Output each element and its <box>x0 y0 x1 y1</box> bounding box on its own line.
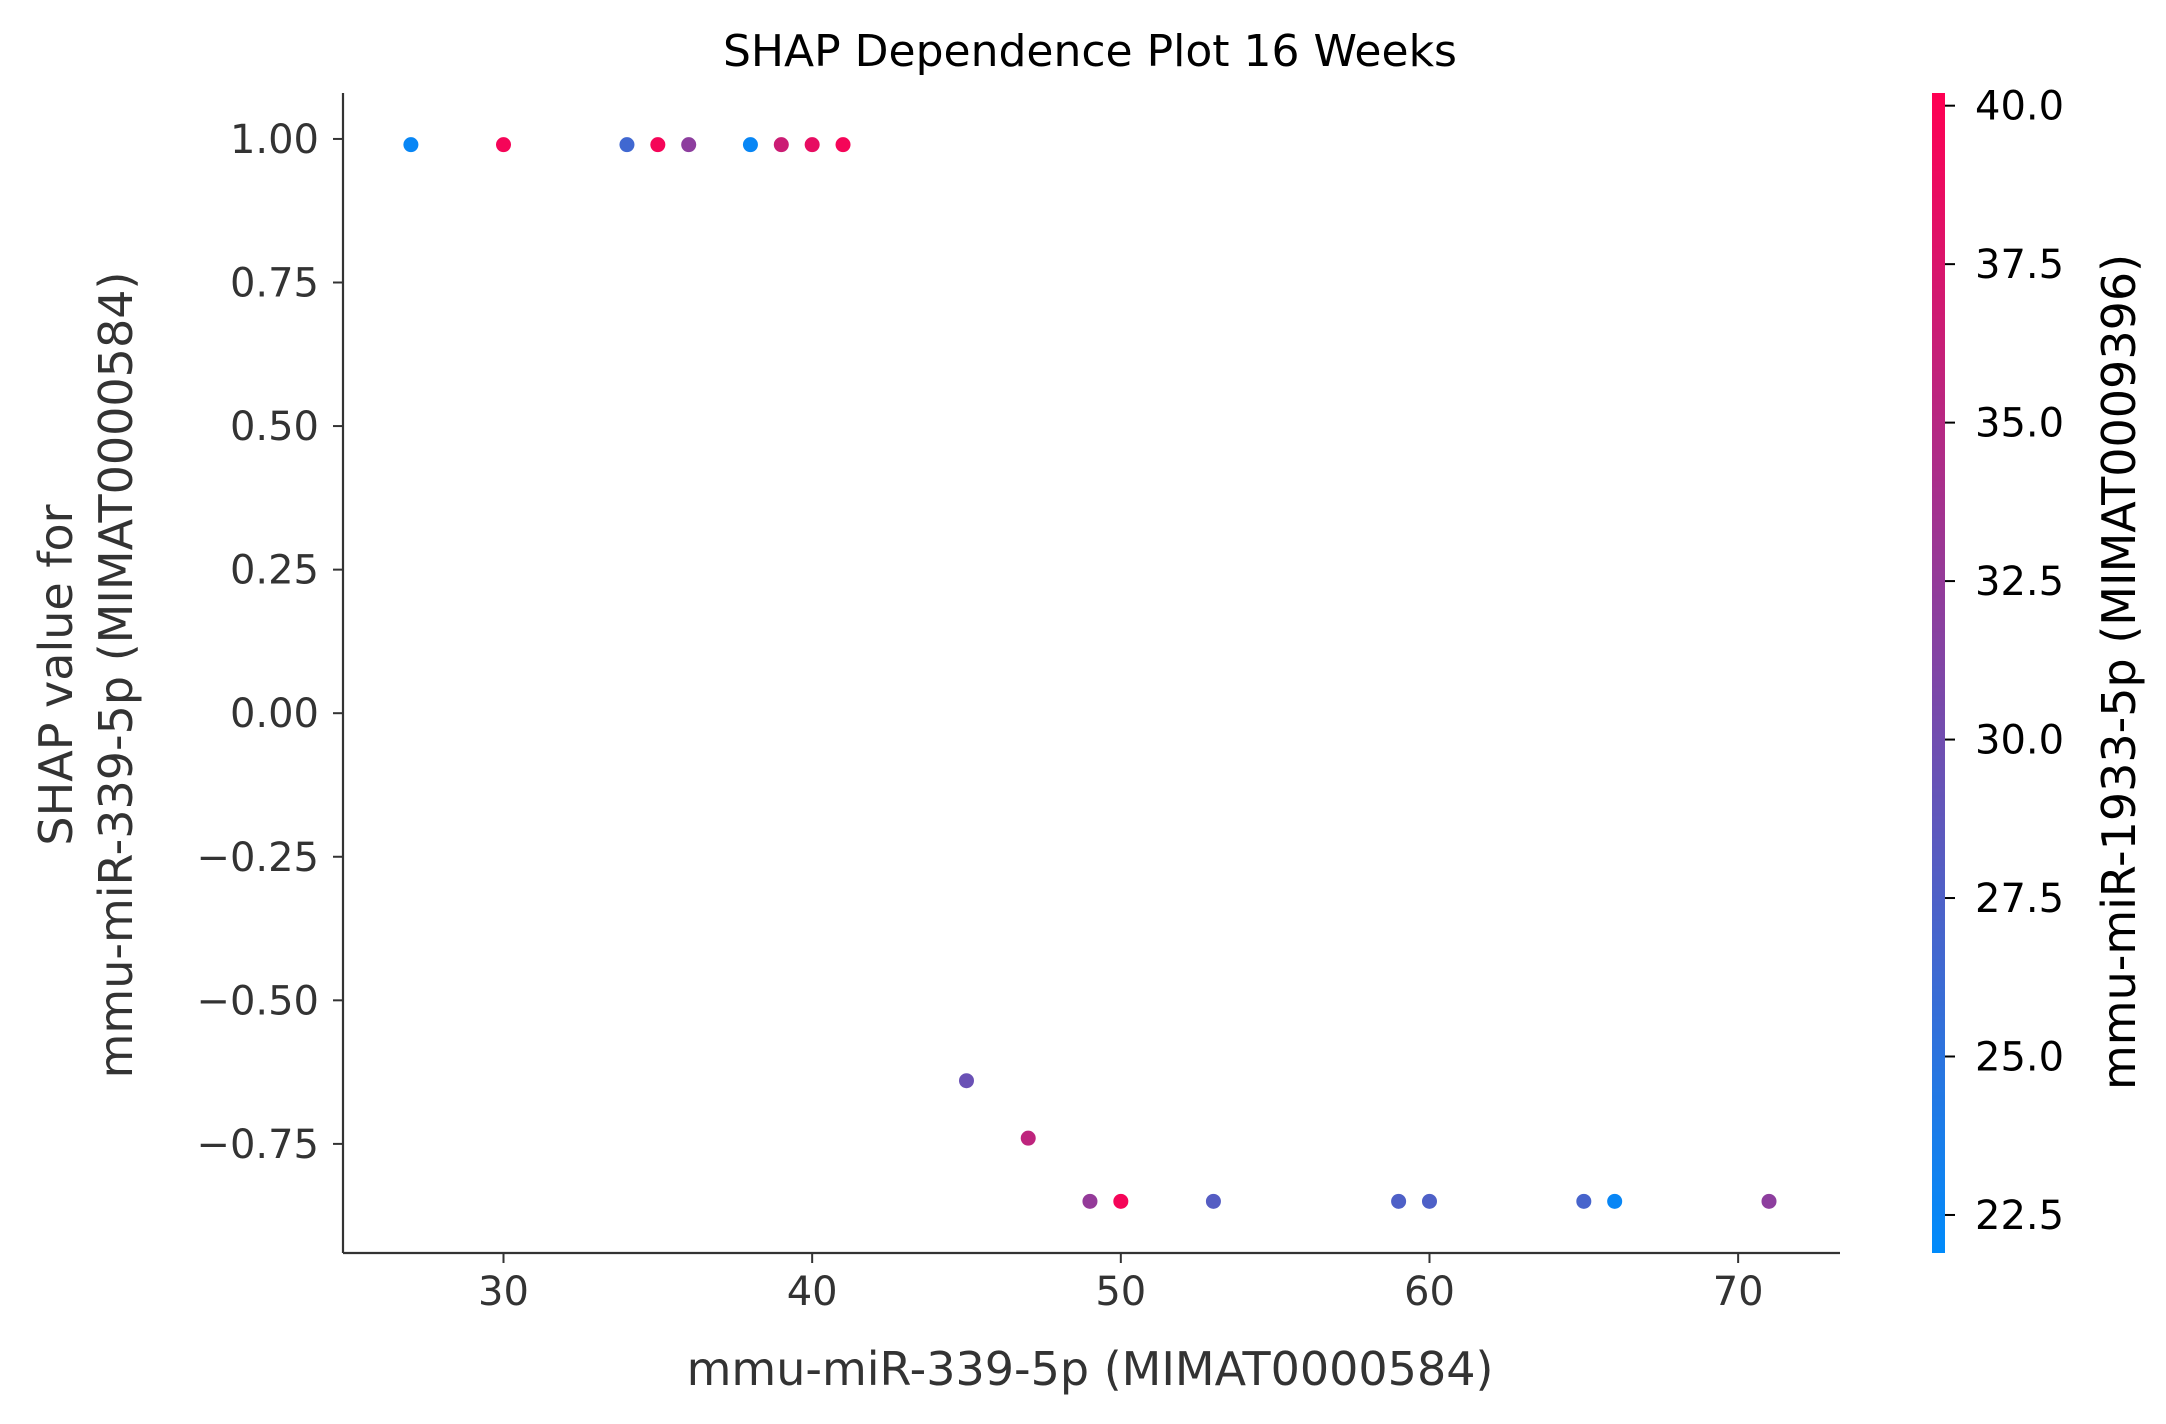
data-point <box>650 137 666 153</box>
data-point <box>403 137 419 153</box>
colorbar-tick-label: 30.0 <box>1975 718 2064 764</box>
data-point <box>835 137 851 153</box>
y-tick-label: 0.25 <box>230 548 319 594</box>
y-tick-label: 0.00 <box>230 691 319 737</box>
y-axis-label-line-2: mmu-miR-339-5p (MIMAT0000584) <box>89 272 143 1079</box>
data-point <box>681 137 697 153</box>
plot-area <box>403 137 1777 1209</box>
data-point <box>496 137 512 153</box>
y-tick-label: 1.00 <box>230 117 319 163</box>
x-axis: 30 40 50 60 70 <box>343 1251 1840 1315</box>
y-axis: 1.00 0.75 0.50 0.25 0.00 −0.25 −0.50 −0.75 <box>196 93 345 1253</box>
x-axis-label: mmu-miR-339-5p (MIMAT0000584) <box>687 1342 1494 1396</box>
data-point <box>1391 1193 1407 1209</box>
x-tick-label: 30 <box>478 1269 529 1315</box>
y-tick-label: 0.50 <box>230 404 319 450</box>
colorbar-tick-label: 25.0 <box>1975 1034 2064 1080</box>
data-point <box>1607 1193 1623 1209</box>
colorbar-tick-label: 32.5 <box>1975 559 2064 605</box>
y-tick-label: −0.75 <box>196 1122 319 1168</box>
y-tick-label: −0.25 <box>196 835 319 881</box>
colorbar-label: mmu-miR-1933-5p (MIMAT0009396) <box>2092 254 2146 1090</box>
data-point <box>1421 1193 1437 1209</box>
chart-title: SHAP Dependence Plot 16 Weeks <box>723 26 1457 77</box>
data-point <box>773 137 789 153</box>
x-tick-label: 50 <box>1095 1269 1146 1315</box>
y-tick-label: −0.50 <box>196 978 319 1024</box>
y-axis-label-line-1: SHAP value for <box>29 504 83 845</box>
data-point <box>1082 1193 1098 1209</box>
colorbar: 40.0 37.5 35.0 32.5 30.0 27.5 25.0 22.5 <box>1932 84 2064 1253</box>
data-point <box>1113 1193 1129 1209</box>
data-point <box>804 137 820 153</box>
data-point <box>1761 1193 1777 1209</box>
x-tick-label: 60 <box>1404 1269 1455 1315</box>
colorbar-tick-label: 27.5 <box>1975 876 2064 922</box>
data-point <box>1205 1193 1221 1209</box>
colorbar-tick-label: 35.0 <box>1975 401 2064 447</box>
data-point <box>742 137 758 153</box>
data-point <box>1020 1130 1036 1146</box>
x-tick-label: 70 <box>1713 1269 1764 1315</box>
data-point <box>958 1073 974 1089</box>
y-tick-label: 0.75 <box>230 261 319 307</box>
colorbar-tick-label: 37.5 <box>1975 242 2064 288</box>
data-point <box>1576 1193 1592 1209</box>
colorbar-tick-label: 40.0 <box>1975 84 2064 130</box>
x-tick-label: 40 <box>787 1269 838 1315</box>
data-point <box>619 137 635 153</box>
colorbar-tick-label: 22.5 <box>1975 1193 2064 1239</box>
colorbar-gradient-bar <box>1932 93 1945 1253</box>
